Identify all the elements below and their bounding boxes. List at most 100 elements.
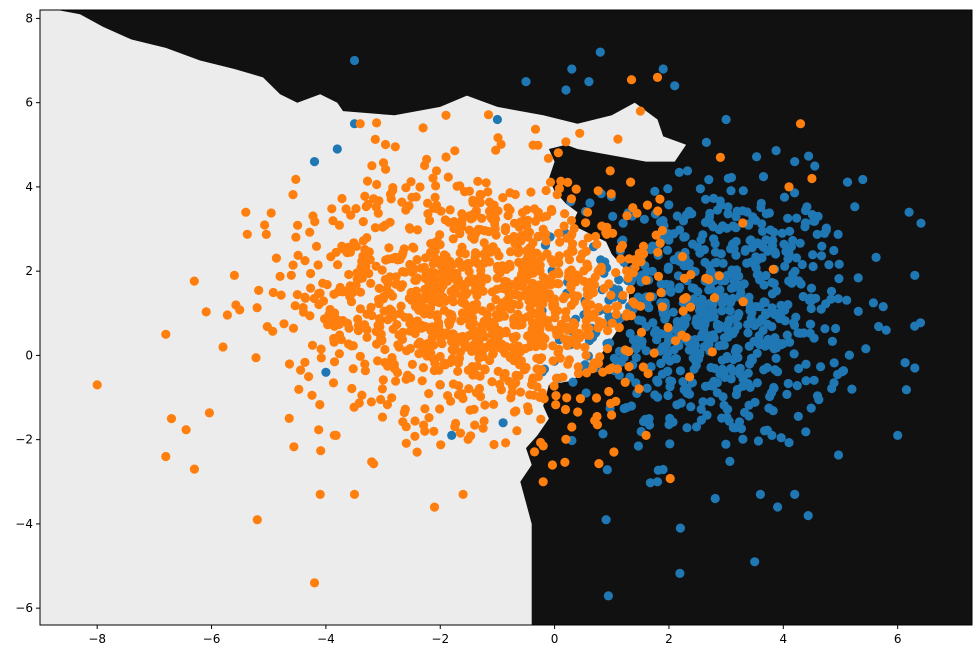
data-point — [752, 378, 762, 388]
data-point — [800, 218, 811, 228]
data-point — [288, 190, 298, 200]
data-point — [252, 303, 262, 313]
data-point — [661, 311, 671, 321]
data-point — [373, 208, 383, 218]
data-point — [568, 377, 578, 387]
data-point — [527, 326, 537, 336]
data-point — [745, 301, 755, 311]
data-point — [585, 198, 595, 208]
data-point — [450, 284, 460, 294]
data-point — [406, 177, 416, 187]
data-point — [474, 273, 484, 283]
data-point — [457, 331, 467, 342]
data-point — [753, 255, 763, 265]
data-point — [543, 153, 554, 163]
data-point — [560, 457, 570, 467]
data-point — [327, 204, 337, 214]
data-point — [567, 422, 577, 432]
data-point — [480, 364, 490, 374]
data-point — [363, 199, 373, 209]
data-point — [718, 258, 728, 268]
data-point — [705, 380, 715, 391]
data-point — [531, 293, 541, 303]
data-point — [444, 331, 454, 341]
data-point — [439, 250, 449, 260]
data-point — [715, 152, 726, 162]
data-point — [585, 330, 595, 340]
data-point — [316, 344, 326, 354]
data-point — [453, 274, 463, 284]
data-point — [374, 283, 384, 293]
data-point — [653, 377, 663, 387]
data-point — [582, 259, 592, 269]
data-point — [566, 230, 576, 241]
data-point — [476, 265, 486, 275]
data-point — [493, 133, 503, 143]
data-point — [607, 318, 617, 328]
data-point — [738, 297, 748, 307]
data-point — [769, 382, 779, 393]
data-point — [740, 246, 750, 256]
data-point — [767, 430, 777, 440]
data-point — [385, 217, 395, 227]
data-point — [618, 290, 628, 300]
data-point — [770, 365, 780, 375]
data-point — [405, 224, 415, 234]
data-point — [456, 260, 466, 270]
data-point — [409, 317, 419, 327]
data-point — [723, 209, 733, 219]
data-point — [699, 307, 709, 318]
data-point — [300, 292, 310, 302]
data-point — [788, 235, 798, 246]
data-point — [392, 255, 403, 265]
x-tick-label: −8 — [88, 632, 106, 646]
data-point — [535, 325, 545, 335]
data-point — [820, 324, 830, 334]
data-point — [686, 270, 696, 280]
data-point — [616, 254, 626, 264]
y-tick-label: −2 — [15, 433, 33, 447]
data-point — [390, 142, 400, 152]
data-point — [679, 232, 689, 242]
data-point — [614, 275, 624, 285]
data-point — [348, 364, 358, 374]
data-point — [817, 241, 827, 251]
data-point — [738, 186, 748, 196]
data-point — [663, 184, 673, 194]
data-point — [545, 177, 556, 187]
data-point — [300, 256, 310, 266]
data-point — [241, 207, 251, 217]
data-point — [728, 423, 739, 433]
data-point — [512, 426, 522, 436]
data-point — [412, 273, 422, 283]
data-point — [535, 287, 545, 297]
data-point — [568, 272, 578, 282]
data-point — [398, 327, 408, 337]
data-point — [341, 204, 351, 214]
data-point — [275, 271, 285, 281]
data-point — [346, 297, 357, 307]
data-point — [738, 218, 748, 228]
data-point — [478, 423, 488, 433]
data-point — [414, 349, 424, 359]
data-point — [276, 290, 286, 300]
data-point — [797, 259, 807, 270]
data-point — [636, 327, 647, 337]
data-point — [827, 336, 838, 346]
data-point — [288, 323, 299, 333]
data-point — [593, 186, 603, 196]
data-point — [526, 187, 536, 197]
data-point — [328, 216, 338, 226]
data-point — [829, 245, 839, 256]
data-point — [858, 174, 868, 185]
data-point — [833, 229, 843, 239]
data-point — [319, 314, 330, 324]
data-point — [686, 402, 696, 412]
data-point — [698, 397, 708, 407]
data-point — [758, 172, 769, 182]
data-point — [367, 310, 377, 321]
data-point — [759, 297, 769, 307]
data-point — [294, 384, 304, 394]
data-point — [708, 222, 718, 232]
data-point — [375, 314, 385, 324]
